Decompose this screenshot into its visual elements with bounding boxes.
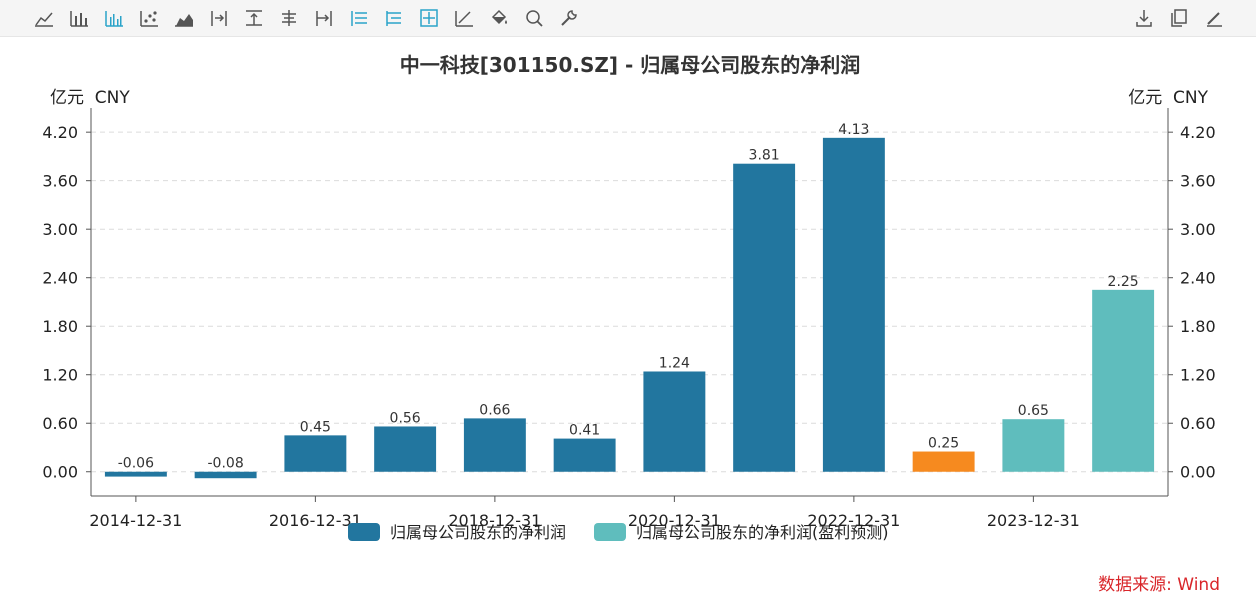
legend[interactable]: 归属母公司股东的净利润 归属母公司股东的净利润(盈利预测) (348, 523, 889, 542)
bar[interactable] (822, 137, 885, 472)
bar[interactable] (1002, 419, 1065, 472)
align-center-icon[interactable] (279, 8, 299, 28)
bars (104, 137, 1155, 479)
legend-swatch[interactable] (348, 523, 380, 541)
y-tick-label-left: 3.60 (42, 172, 78, 191)
align-top-icon[interactable] (244, 8, 264, 28)
x-tick-label: 2023-12-31 (987, 511, 1080, 530)
y-tick-label-left: 0.00 (42, 463, 78, 482)
x-tick-label: 2016-12-31 (269, 511, 362, 530)
bar[interactable] (733, 163, 796, 472)
bar-data-label: 0.56 (390, 410, 421, 426)
chart-title: 中一科技[301150.SZ] - 归属母公司股东的净利润 (400, 53, 861, 77)
y-tick-label-left: 0.60 (42, 414, 78, 433)
tree-icon[interactable] (384, 8, 404, 28)
y-axis-label-right: 亿元 CNY (1128, 88, 1208, 108)
bar-data-label: 0.25 (928, 436, 959, 452)
bar-data-label: 2.25 (1108, 274, 1139, 290)
y-tick-label-right: 1.20 (1180, 366, 1216, 385)
bar-data-label: 1.24 (659, 355, 690, 371)
bar-data-label: 0.45 (300, 419, 331, 435)
y-tick-label-right: 0.60 (1180, 414, 1216, 433)
y-tick-label-left: 4.20 (42, 123, 78, 142)
y-tick-label-left: 2.40 (42, 269, 78, 288)
y-axis-label-left: 亿元 CNY (50, 88, 130, 108)
y-tick-label-left: 1.80 (42, 317, 78, 336)
x-tick-label: 2018-12-31 (448, 511, 541, 530)
axes: 0.00 0.00 0.60 0.60 1.20 1.20 1.80 1.80 2.40 2.40… (42, 108, 1216, 530)
bar[interactable] (374, 426, 437, 472)
copy-icon[interactable] (1169, 8, 1189, 28)
x-tick-label: 2022-12-31 (807, 511, 900, 530)
bar-data-label: 3.81 (749, 148, 780, 164)
bar[interactable] (553, 438, 616, 472)
y-tick-label-right: 0.00 (1180, 463, 1216, 482)
bar[interactable] (912, 451, 975, 472)
bar-chart-icon[interactable] (69, 8, 89, 28)
y-tick-label-right: 2.40 (1180, 269, 1216, 288)
area-chart-icon[interactable] (174, 8, 194, 28)
bar-data-label: 0.66 (479, 402, 510, 418)
bar-data-label: -0.06 (118, 456, 154, 472)
y-tick-label-right: 1.80 (1180, 317, 1216, 336)
bar-data-label: 0.41 (569, 423, 600, 439)
data-labels: -0.06 -0.08 0.45 0.56 0.66 0.41 1.24 3.81 4.13 0.… (118, 122, 1139, 472)
bar[interactable] (194, 471, 257, 479)
bar[interactable] (463, 418, 526, 472)
bar-data-label: -0.08 (208, 456, 244, 472)
bar[interactable] (104, 471, 167, 477)
zoom-icon[interactable] (524, 8, 544, 28)
bar-data-label: 4.13 (838, 122, 869, 138)
x-tick-label: 2014-12-31 (89, 511, 182, 530)
y-tick-label-right: 3.60 (1180, 172, 1216, 191)
x-tick-label: 2020-12-31 (628, 511, 721, 530)
trend-icon[interactable] (454, 8, 474, 28)
align-right-icon[interactable] (209, 8, 229, 28)
line-chart-icon[interactable] (34, 8, 54, 28)
align-end-icon[interactable] (314, 8, 334, 28)
list-icon[interactable] (349, 8, 369, 28)
legend-label[interactable]: 归属母公司股东的净利润 (390, 523, 566, 542)
bar[interactable] (1092, 289, 1155, 472)
bar-data-label: 0.65 (1018, 403, 1049, 419)
legend-swatch[interactable] (594, 523, 626, 541)
grouped-bar-icon[interactable] (104, 8, 124, 28)
y-tick-label-left: 3.00 (42, 220, 78, 239)
bar[interactable] (284, 435, 347, 472)
legend-label[interactable]: 归属母公司股东的净利润(盈利预测) (636, 523, 889, 542)
crosshair-icon[interactable] (419, 8, 439, 28)
bar-chart: 中一科技[301150.SZ] - 归属母公司股东的净利润 亿元 CNY 亿元 … (42, 53, 1216, 542)
wrench-icon[interactable] (559, 8, 579, 28)
y-tick-label-right: 4.20 (1180, 123, 1216, 142)
data-source-note: 数据来源: Wind (1098, 575, 1220, 595)
bar[interactable] (643, 371, 706, 472)
y-tick-label-right: 3.00 (1180, 220, 1216, 239)
scatter-icon[interactable] (139, 8, 159, 28)
download-icon[interactable] (1134, 8, 1154, 28)
edit-icon[interactable] (1204, 8, 1224, 28)
chart-toolbar (0, 0, 1256, 37)
fill-bucket-icon[interactable] (489, 8, 509, 28)
y-tick-label-left: 1.20 (42, 366, 78, 385)
